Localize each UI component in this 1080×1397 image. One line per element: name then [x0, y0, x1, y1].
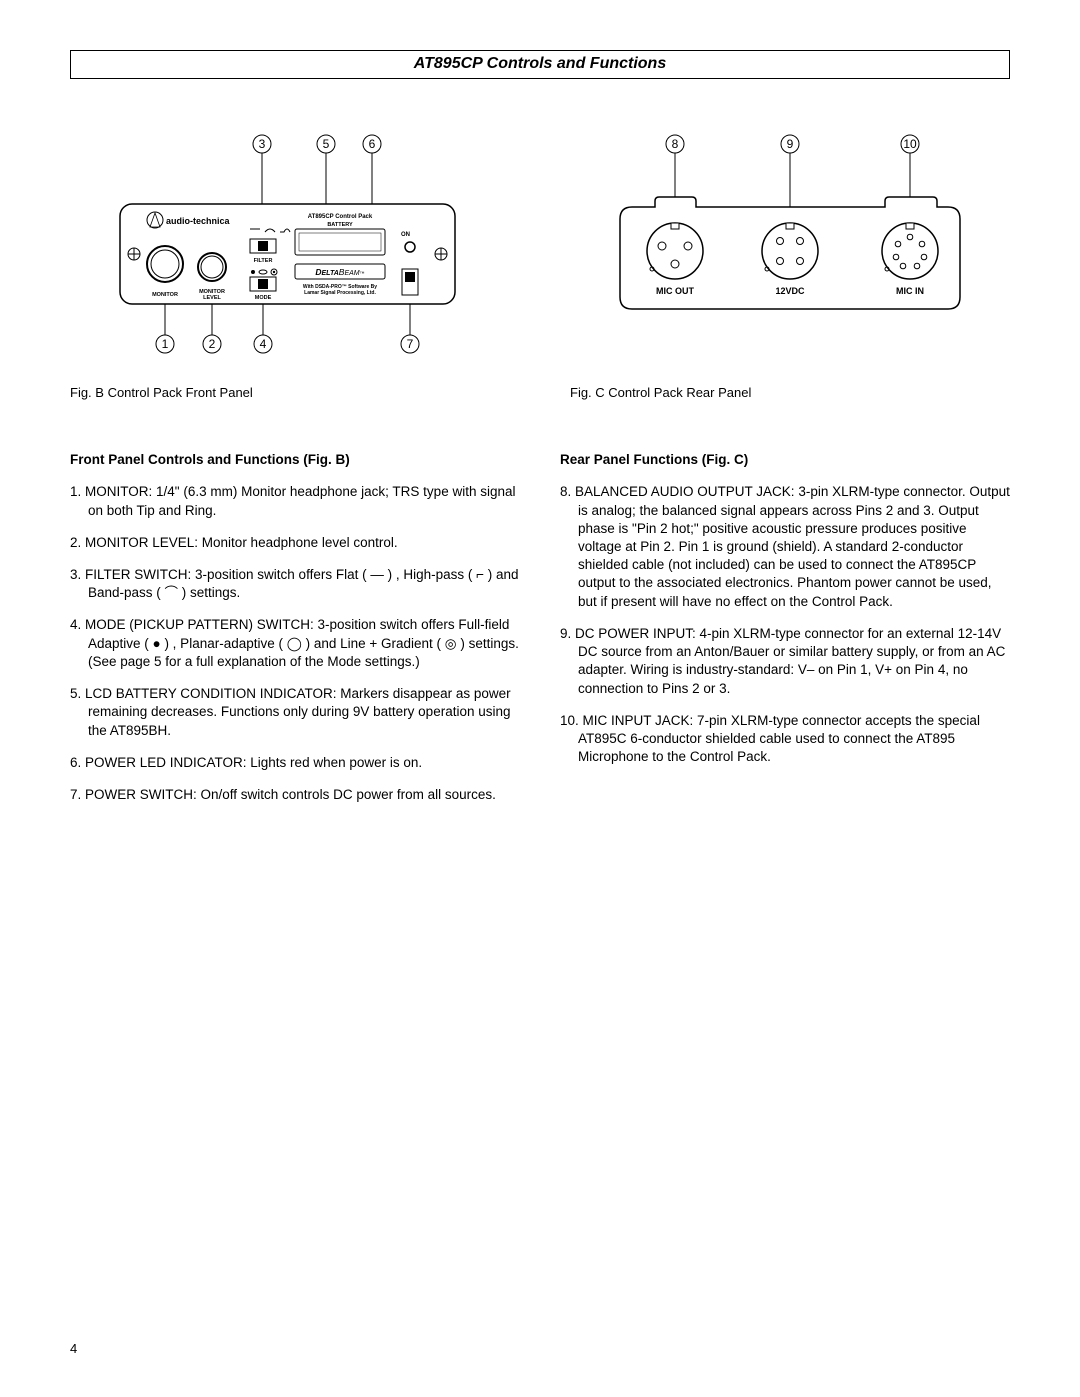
item-text: MONITOR: 1/4" (6.3 mm) Monitor headphone…	[85, 484, 515, 517]
rear-list: 8. BALANCED AUDIO OUTPUT JACK: 3-pin XLR…	[560, 483, 1010, 766]
item-text: MIC INPUT JACK: 7-pin XLRM-type connecto…	[578, 713, 980, 764]
item-text: DC POWER INPUT: 4-pin XLRM-type connecto…	[575, 626, 1005, 696]
svg-text:AT895CP Control Pack: AT895CP Control Pack	[308, 214, 373, 220]
item-text: POWER LED INDICATOR: Lights red when pow…	[85, 755, 422, 770]
item-text: FILTER SWITCH: 3-position switch offers …	[85, 567, 519, 600]
list-item: 9. DC POWER INPUT: 4-pin XLRM-type conne…	[560, 625, 1010, 698]
figures-row: 3 5 6 audio-technica MONITOR	[70, 129, 1010, 402]
list-item: 2. MONITOR LEVEL: Monitor headphone leve…	[70, 534, 520, 552]
list-item: 4. MODE (PICKUP PATTERN) SWITCH: 3-posit…	[70, 616, 520, 671]
svg-text:10: 10	[903, 137, 917, 151]
svg-text:ON: ON	[401, 232, 410, 238]
svg-text:1: 1	[162, 337, 169, 351]
front-heading: Front Panel Controls and Functions (Fig.…	[70, 451, 520, 469]
svg-text:8: 8	[672, 137, 679, 151]
svg-text:audio-technica: audio-technica	[166, 216, 231, 226]
page-number: 4	[70, 1340, 77, 1358]
svg-text:9: 9	[787, 137, 794, 151]
item-text: MODE (PICKUP PATTERN) SWITCH: 3-position…	[85, 617, 519, 668]
list-item: 6. POWER LED INDICATOR: Lights red when …	[70, 754, 520, 772]
list-item: 8. BALANCED AUDIO OUTPUT JACK: 3-pin XLR…	[560, 483, 1010, 611]
svg-text:MIC IN: MIC IN	[896, 286, 924, 296]
figure-c-caption: Fig. C Control Pack Rear Panel	[570, 384, 1010, 402]
callout-6: 6	[369, 137, 376, 151]
figure-c: 8 9 10 MIC OUT	[570, 129, 1010, 402]
list-item: 10. MIC INPUT JACK: 7-pin XLRM-type conn…	[560, 712, 1010, 767]
svg-text:Lamar Signal Processing, Ltd.: Lamar Signal Processing, Ltd.	[304, 290, 376, 296]
rear-panel-diagram: 8 9 10 MIC OUT	[610, 129, 970, 359]
item-text: LCD BATTERY CONDITION INDICATOR: Markers…	[85, 686, 511, 737]
svg-text:MODE: MODE	[255, 295, 272, 301]
list-item: 1. MONITOR: 1/4" (6.3 mm) Monitor headph…	[70, 483, 520, 519]
svg-text:2: 2	[209, 337, 216, 351]
rear-heading: Rear Panel Functions (Fig. C)	[560, 451, 1010, 469]
item-text: BALANCED AUDIO OUTPUT JACK: 3-pin XLRM-t…	[575, 484, 1010, 608]
text-columns: Front Panel Controls and Functions (Fig.…	[70, 451, 1010, 818]
figure-b-caption: Fig. B Control Pack Front Panel	[70, 384, 510, 402]
list-item: 3. FILTER SWITCH: 3-position switch offe…	[70, 566, 520, 602]
callout-5: 5	[323, 137, 330, 151]
svg-text:MIC OUT: MIC OUT	[656, 286, 694, 296]
rear-panel-column: Rear Panel Functions (Fig. C) 8. BALANCE…	[560, 451, 1010, 818]
svg-text:7: 7	[407, 337, 414, 351]
list-item: 5. LCD BATTERY CONDITION INDICATOR: Mark…	[70, 685, 520, 740]
front-list: 1. MONITOR: 1/4" (6.3 mm) Monitor headph…	[70, 483, 520, 804]
svg-text:MONITOR: MONITOR	[152, 292, 178, 298]
item-text: POWER SWITCH: On/off switch controls DC …	[85, 787, 496, 802]
page-title: AT895CP Controls and Functions	[70, 50, 1010, 79]
svg-text:BATTERY: BATTERY	[327, 222, 353, 228]
front-panel-diagram: 3 5 6 audio-technica MONITOR	[110, 129, 470, 359]
item-text: MONITOR LEVEL: Monitor headphone level c…	[85, 535, 398, 550]
callout-3: 3	[259, 137, 266, 151]
figure-b: 3 5 6 audio-technica MONITOR	[70, 129, 510, 402]
svg-text:FILTER: FILTER	[254, 258, 273, 264]
svg-text:LEVEL: LEVEL	[203, 295, 221, 301]
front-panel-column: Front Panel Controls and Functions (Fig.…	[70, 451, 520, 818]
list-item: 7. POWER SWITCH: On/off switch controls …	[70, 786, 520, 804]
svg-text:12VDC: 12VDC	[775, 286, 805, 296]
svg-text:4: 4	[260, 337, 267, 351]
